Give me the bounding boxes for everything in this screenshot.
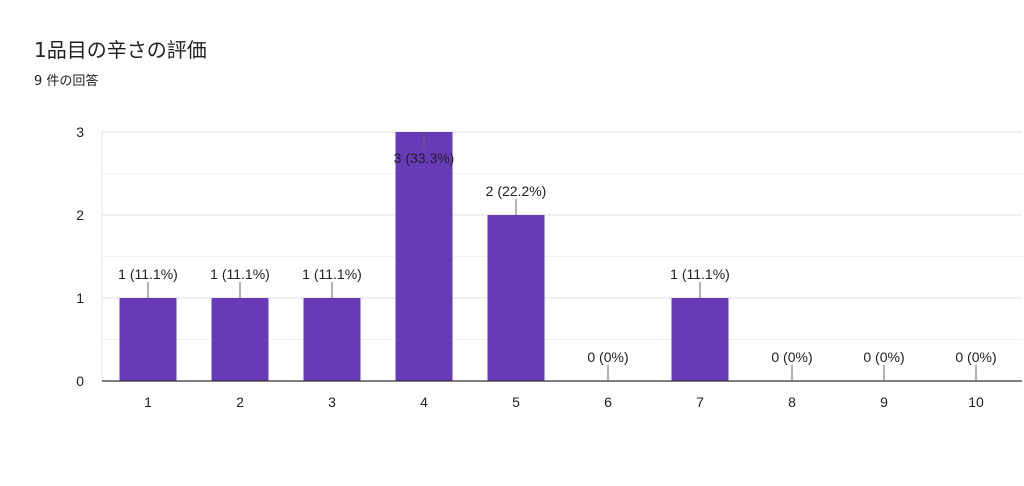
- data-label: 2 (22.2%): [486, 183, 547, 199]
- response-count: 9 件の回答: [34, 74, 99, 89]
- bar: [119, 298, 177, 381]
- bar: [303, 298, 361, 381]
- x-tick-label: 10: [968, 394, 984, 410]
- x-tick-label: 4: [420, 394, 428, 410]
- x-tick-label: 8: [788, 394, 796, 410]
- x-tick-label: 6: [604, 394, 612, 410]
- y-tick-label: 0: [76, 373, 84, 389]
- x-tick-label: 1: [144, 394, 152, 410]
- data-labels: 1 (11.1%) 1 (11.1%) 1 (11.1%) 3 (33.3%) 2 (2…: [118, 132, 997, 381]
- bar: [671, 298, 729, 381]
- axes: 0 1 2 3 1 2 3 4 5 6 7 8 9 10: [76, 124, 1022, 410]
- y-tick-label: 1: [76, 290, 84, 306]
- x-tick-label: 7: [696, 394, 704, 410]
- data-label: 1 (11.1%): [118, 266, 178, 282]
- y-tick-label: 3: [76, 124, 84, 140]
- x-tick-label: 9: [880, 394, 888, 410]
- gridlines: [101, 131, 1022, 381]
- data-label: 0 (0%): [955, 349, 996, 365]
- data-label: 1 (11.1%): [210, 266, 270, 282]
- x-tick-label: 5: [512, 394, 520, 410]
- x-tick-label: 3: [328, 394, 336, 410]
- bar: [487, 215, 545, 381]
- bar: [211, 298, 269, 381]
- data-label: 0 (0%): [771, 349, 812, 365]
- data-label: 0 (0%): [587, 349, 628, 365]
- bar: [395, 132, 453, 381]
- data-label: 1 (11.1%): [670, 266, 730, 282]
- x-tick-label: 2: [236, 394, 244, 410]
- data-label: 0 (0%): [863, 349, 904, 365]
- bars: [119, 132, 729, 381]
- chart-title: 1品目の辛さの評価: [34, 38, 207, 62]
- data-label: 1 (11.1%): [302, 266, 362, 282]
- data-label: 3 (33.3%): [394, 150, 455, 166]
- y-tick-label: 2: [76, 207, 84, 223]
